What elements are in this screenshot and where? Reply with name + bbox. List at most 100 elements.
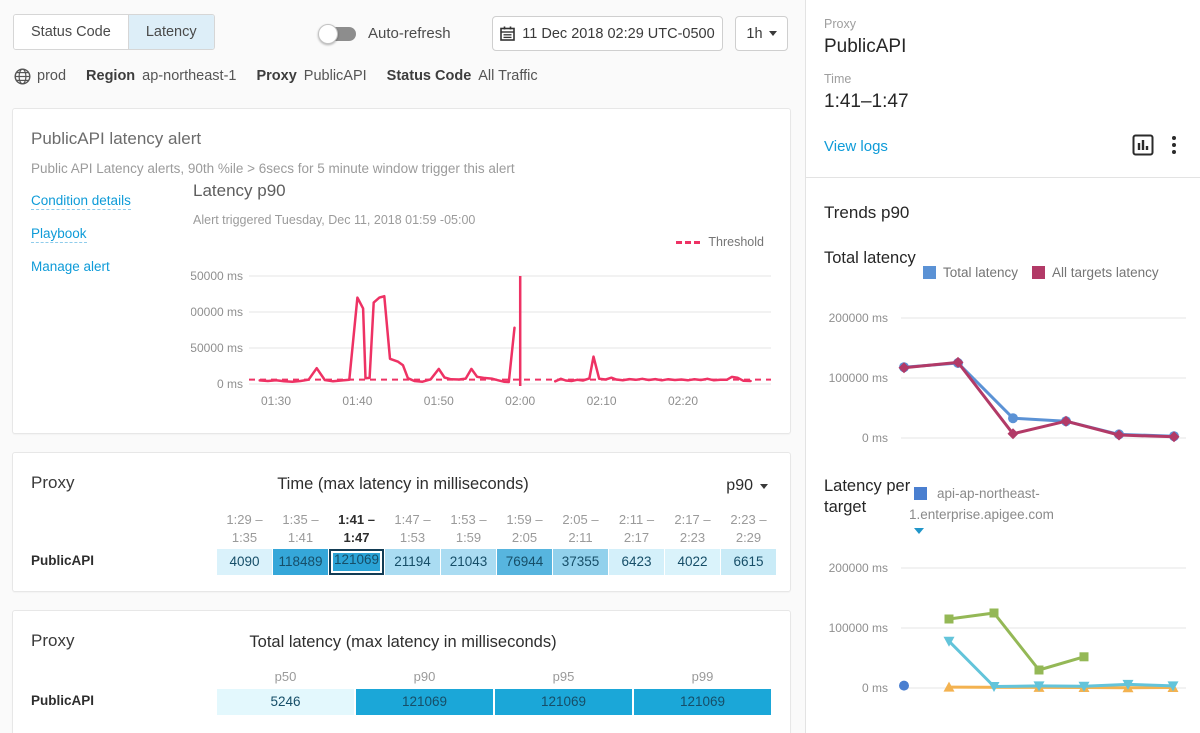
percentile-header: p95 xyxy=(552,669,575,684)
latency-cell[interactable]: 21043 xyxy=(441,549,496,575)
metric-tabs: Status Code Latency xyxy=(13,14,215,50)
chevron-down-icon xyxy=(760,483,768,489)
percentile-values-row: 5246 121069 121069 121069 xyxy=(217,689,771,715)
latency-chart-title: Latency p90 xyxy=(193,181,286,200)
bar-chart-icon[interactable] xyxy=(1132,134,1154,156)
filter-value: ap-northeast-1 xyxy=(142,68,237,84)
trends-title: Trends p90 xyxy=(824,203,910,222)
datetime-value: 11 Dec 2018 02:29 UTC-0500 xyxy=(522,25,715,42)
latency-cell[interactable]: 118489 xyxy=(273,549,328,575)
latency-cell[interactable]: 21194 xyxy=(385,549,440,575)
alert-latency-chart: 150000 ms 100000 ms 50000 ms 0 ms 01:30 01:40… xyxy=(191,269,771,408)
threshold-dash-icon xyxy=(676,240,701,244)
percentile-header: p50 xyxy=(274,669,297,684)
svg-text:01:30: 01:30 xyxy=(261,394,291,408)
tab-status-code[interactable]: Status Code xyxy=(14,15,128,49)
time-table-title: Time (max latency in milliseconds) xyxy=(277,475,529,493)
svg-text:0 ms: 0 ms xyxy=(862,681,888,695)
time-window-header: 1:41 –1:47 xyxy=(338,512,375,545)
percentile-value: p90 xyxy=(726,477,753,494)
divider xyxy=(806,177,1200,178)
filter-label: Status Code xyxy=(386,68,472,84)
total-latency-trend-chart: 200000 ms 100000 ms 0 ms xyxy=(829,311,1186,445)
legend-label: Total latency xyxy=(943,265,1019,280)
percentile-header: p99 xyxy=(691,669,714,684)
auto-refresh-label: Auto-refresh xyxy=(368,25,451,42)
view-logs-link[interactable]: View logs xyxy=(824,138,888,155)
datetime-picker[interactable]: 11 Dec 2018 02:29 UTC-0500 xyxy=(492,16,723,51)
filter-label: Region xyxy=(86,68,136,84)
legend-label: All targets latency xyxy=(1052,265,1159,280)
latency-cell[interactable]: 37355 xyxy=(553,549,608,575)
total-table-title: Total latency (max latency in millisecon… xyxy=(249,633,557,651)
latency-cell[interactable]: 4090 xyxy=(217,549,272,575)
time-window-header: 1:59 –2:05 xyxy=(506,512,543,545)
svg-text:01:50: 01:50 xyxy=(424,394,454,408)
total-latency-cell: 121069 xyxy=(356,689,493,715)
total-latency-cell: 5246 xyxy=(217,689,354,715)
alert-card: PublicAPI latency alert Public API Laten… xyxy=(12,108,791,434)
per-target-trend-chart: 200000 ms 100000 ms 0 ms xyxy=(829,561,1186,695)
svg-text:200000 ms: 200000 ms xyxy=(829,311,888,325)
percentile-dropdown[interactable]: p90 xyxy=(726,477,768,495)
legend-item: All targets latency xyxy=(1032,265,1159,280)
latency-heatmap-row: 4090 118489 121069 21194 21043 76944 37355 6423… xyxy=(217,549,776,575)
calendar-icon xyxy=(500,26,516,41)
auto-refresh-toggle[interactable] xyxy=(318,24,358,44)
time-window-header: 2:11 –2:17 xyxy=(618,512,655,545)
chevron-down-icon xyxy=(768,31,777,36)
time-range-value: 1h xyxy=(746,25,763,42)
legend-swatch xyxy=(914,487,927,500)
time-window-value: 1:41–1:47 xyxy=(824,91,909,112)
more-options-icon[interactable] xyxy=(1170,134,1178,156)
proxy-row-name: PublicAPI xyxy=(31,693,95,708)
alert-triggered-subtitle: Alert triggered Tuesday, Dec 11, 2018 01… xyxy=(193,213,476,227)
svg-text:02:10: 02:10 xyxy=(587,394,617,408)
proxy-column-header: Proxy xyxy=(31,631,75,650)
svg-text:01:40: 01:40 xyxy=(342,394,372,408)
detail-sidebar: Proxy PublicAPI Time 1:41–1:47 View logs… xyxy=(805,0,1200,733)
time-window-headers: 1:29 –1:35 1:35 –1:41 1:41 –1:47 1:47 –1:53… xyxy=(217,511,776,547)
latency-cell[interactable]: 6615 xyxy=(721,549,776,575)
time-window-header: 1:35 –1:41 xyxy=(282,512,319,545)
manage-alert-link[interactable]: Manage alert xyxy=(31,259,110,274)
svg-text:02:00: 02:00 xyxy=(505,394,535,408)
svg-text:100000 ms: 100000 ms xyxy=(829,371,888,385)
total-latency-block-label: Total latency xyxy=(824,249,916,267)
svg-text:0 ms: 0 ms xyxy=(217,377,243,391)
time-window-header: 1:53 –1:59 xyxy=(450,512,487,545)
legend-expand-icon[interactable] xyxy=(914,528,924,534)
toggle-knob xyxy=(318,24,338,44)
condition-details-link[interactable]: Condition details xyxy=(31,193,131,210)
proxy-label: Proxy xyxy=(824,17,856,31)
latency-cell[interactable]: 6423 xyxy=(609,549,664,575)
per-target-block-label: Latency per target xyxy=(824,477,911,516)
filter-bar: prod Region ap-northeast-1 Proxy PublicAPI S… xyxy=(14,64,538,88)
time-range-dropdown[interactable]: 1h xyxy=(735,16,788,51)
total-latency-card: Proxy Total latency (max latency in mill… xyxy=(12,610,791,733)
latency-cell[interactable]: 76944 xyxy=(497,549,552,575)
time-label: Time xyxy=(824,72,852,86)
svg-text:02:20: 02:20 xyxy=(668,394,698,408)
svg-text:100000 ms: 100000 ms xyxy=(191,305,243,319)
threshold-legend: Threshold xyxy=(676,235,764,249)
time-window-header: 1:29 –1:35 xyxy=(226,512,263,545)
playbook-link[interactable]: Playbook xyxy=(31,226,87,243)
filter-label: Proxy xyxy=(256,68,297,84)
svg-text:150000 ms: 150000 ms xyxy=(191,269,243,283)
total-latency-legend: Total latency All targets latency xyxy=(923,265,1159,280)
per-target-legend: api-ap-northeast- 1.enterprise.apigee.com xyxy=(909,486,1054,522)
alert-description: Public API Latency alerts, 90th %ile > 6… xyxy=(31,161,515,176)
alert-links: Condition details Playbook Manage alert xyxy=(31,193,131,274)
time-window-header: 2:23 –2:29 xyxy=(730,512,767,545)
total-latency-cell: 121069 xyxy=(634,689,771,715)
filter-value: PublicAPI xyxy=(303,68,367,84)
total-latency-cell: 121069 xyxy=(495,689,632,715)
environment-name: prod xyxy=(37,68,67,84)
tab-latency[interactable]: Latency xyxy=(127,15,214,49)
latency-cell[interactable]: 121069 xyxy=(329,549,384,575)
svg-text:100000 ms: 100000 ms xyxy=(829,621,888,635)
legend-swatch xyxy=(923,266,936,279)
latency-cell[interactable]: 4022 xyxy=(665,549,720,575)
